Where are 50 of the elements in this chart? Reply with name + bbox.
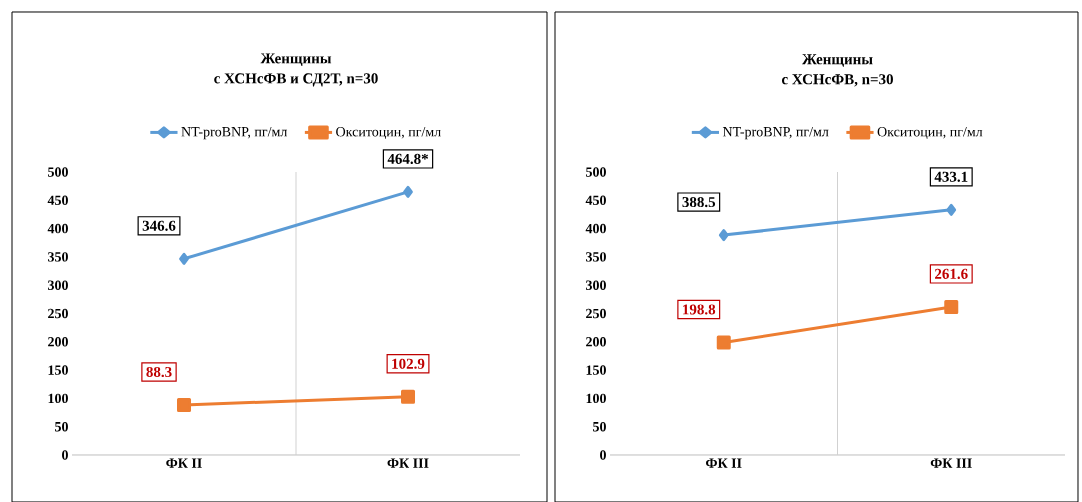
point xyxy=(944,299,959,314)
legend-label: Окситоцин, пг/мл xyxy=(336,127,441,140)
x-tick-label: ФК II xyxy=(166,458,202,468)
data-label: 198.8 xyxy=(683,304,716,315)
data-label: 261.6 xyxy=(935,268,968,279)
point xyxy=(179,252,189,265)
y-tick-label: 300 xyxy=(48,280,68,290)
y-tick-label: 50 xyxy=(593,421,606,432)
data-label: 464.8* xyxy=(387,153,429,165)
chart-subtitle: с ХСНсФВ, n=30 xyxy=(781,74,893,87)
legend-label: NT-proBNP, пг/мл xyxy=(181,127,288,140)
y-tick-label: 450 xyxy=(47,195,68,206)
point xyxy=(716,335,731,350)
point xyxy=(403,185,413,198)
y-tick-label: 300 xyxy=(586,280,606,290)
y-tick-label: 0 xyxy=(600,450,606,460)
y-tick-label: 200 xyxy=(586,337,606,347)
y-tick-label: 0 xyxy=(62,450,68,460)
y-tick-label: 50 xyxy=(55,421,68,432)
y-tick-label: 500 xyxy=(586,167,606,177)
y-tick-label: 350 xyxy=(48,252,68,262)
x-tick-label: ФК III xyxy=(387,458,429,468)
data-label: 346.6 xyxy=(142,220,176,231)
y-tick-label: 100 xyxy=(48,393,68,404)
data-label: 388.5 xyxy=(682,197,716,208)
point xyxy=(177,398,192,413)
y-tick-label: 150 xyxy=(48,365,68,375)
legend-label: NT-proBNP, пг/мл xyxy=(722,127,829,140)
y-tick-label: 500 xyxy=(48,167,68,177)
data-label: 433.1 xyxy=(934,171,968,182)
y-tick-label: 450 xyxy=(585,195,606,206)
data-label: 102.9 xyxy=(392,358,425,369)
x-tick-label: ФК III xyxy=(930,458,972,468)
chart-title: Женщины xyxy=(802,54,873,67)
x-tick-label: ФК II xyxy=(706,458,742,468)
point xyxy=(946,203,957,216)
y-tick-label: 250 xyxy=(48,308,68,319)
legend-label: Окситоцин, пг/мл xyxy=(877,127,983,140)
y-tick-label: 200 xyxy=(48,337,68,347)
y-tick-label: 400 xyxy=(585,223,606,234)
y-tick-label: 250 xyxy=(586,308,606,319)
chart-title: Женщины xyxy=(260,53,332,66)
data-label: 88.3 xyxy=(146,366,172,378)
y-tick-label: 100 xyxy=(586,393,606,404)
y-tick-label: 150 xyxy=(586,365,606,375)
point xyxy=(401,389,416,404)
y-tick-label: 350 xyxy=(586,252,606,262)
chart-subtitle: с ХСНсФВ и СД2Т, n=30 xyxy=(214,73,378,87)
y-tick-label: 400 xyxy=(47,223,68,234)
point xyxy=(718,229,729,242)
